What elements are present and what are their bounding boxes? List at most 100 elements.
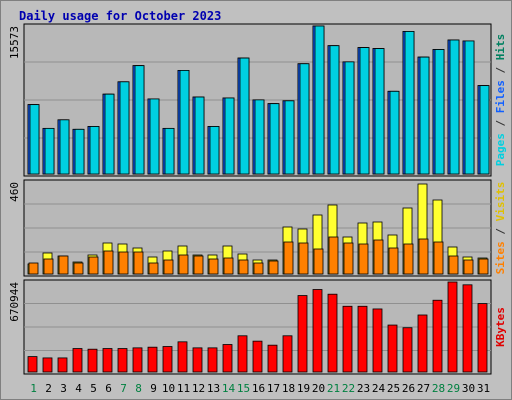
- kbytes-bar-day-16: [252, 340, 263, 373]
- sites-bar-day-1: [28, 262, 39, 275]
- day-label-6: 6: [105, 382, 112, 395]
- sites-bar-day-15: [238, 259, 249, 275]
- sites-bar-day-12: [193, 255, 204, 275]
- sites-bar-day-2: [43, 258, 54, 275]
- pages-bar-day-4: [74, 128, 85, 175]
- day-label-29: 29: [447, 382, 460, 395]
- pages-bar-day-25: [389, 90, 400, 175]
- day-label-13: 13: [207, 382, 220, 395]
- sites-bar-day-8: [133, 251, 144, 275]
- kbytes-bar-day-3: [57, 357, 68, 373]
- pages-bar-day-14: [224, 97, 235, 175]
- kbytes-bar-day-1: [27, 356, 38, 373]
- kbytes-bar-day-21: [327, 293, 338, 373]
- pages-bar-day-8: [134, 65, 145, 175]
- day-label-4: 4: [75, 382, 82, 395]
- sites-bar-day-6: [103, 250, 114, 275]
- pages-bar-day-24: [374, 48, 385, 175]
- panel-legend: KBytes: [494, 307, 507, 347]
- day-label-28: 28: [432, 382, 445, 395]
- pages-bar-day-27: [419, 56, 430, 175]
- sites-bar-day-10: [163, 259, 174, 275]
- kbytes-bar-day-18: [282, 335, 293, 373]
- kbytes-bar-day-27: [417, 314, 428, 373]
- sites-bar-day-11: [178, 254, 189, 275]
- day-label-31: 31: [477, 382, 490, 395]
- sites-bar-day-22: [343, 242, 354, 275]
- kbytes-bar-day-5: [87, 348, 98, 373]
- panel-visits-sites: 460 Sites / Visits: [8, 179, 507, 277]
- sites-bar-day-5: [88, 256, 99, 275]
- day-label-8: 8: [135, 382, 142, 395]
- sites-bar-day-4: [73, 262, 84, 275]
- sites-bar-day-30: [463, 259, 474, 275]
- pages-bar-day-1: [29, 104, 40, 175]
- kbytes-bar-day-2: [42, 357, 53, 373]
- kbytes-bar-day-30: [462, 284, 473, 373]
- pages-bar-day-18: [284, 100, 295, 175]
- pages-bar-day-10: [164, 127, 175, 175]
- sites-bar-day-16: [253, 262, 264, 275]
- legend-text: Visits: [494, 182, 507, 222]
- day-label-2: 2: [45, 382, 52, 395]
- kbytes-bar-day-15: [237, 335, 248, 373]
- series-kbytes: [27, 281, 488, 373]
- pages-bar-day-31: [479, 85, 490, 175]
- sites-bar-day-13: [208, 258, 219, 275]
- panel-kbytes: 670944 KBytes: [8, 279, 507, 375]
- day-label-7: 7: [120, 382, 127, 395]
- sites-bar-day-24: [373, 239, 384, 275]
- day-label-10: 10: [162, 382, 175, 395]
- day-label-21: 21: [327, 382, 340, 395]
- kbytes-bar-day-14: [222, 344, 233, 373]
- day-label-14: 14: [222, 382, 236, 395]
- pages-bar-day-6: [104, 93, 115, 175]
- legend-text: Hits: [494, 34, 507, 61]
- panel-max-label: 15573: [8, 26, 21, 59]
- kbytes-bar-day-22: [342, 305, 353, 373]
- panel-max-label: 670944: [8, 282, 21, 322]
- pages-bar-day-21: [329, 45, 340, 175]
- kbytes-bar-day-28: [432, 299, 443, 373]
- sites-bar-day-21: [328, 236, 339, 275]
- sites-bar-day-17: [268, 260, 279, 275]
- sites-bar-day-9: [148, 262, 159, 275]
- pages-bar-day-22: [344, 61, 355, 175]
- pages-bar-day-23: [359, 47, 370, 175]
- series-pages: [29, 25, 490, 175]
- sites-bar-day-3: [58, 255, 69, 275]
- kbytes-bar-day-13: [207, 347, 218, 373]
- legend-text: /: [494, 60, 507, 80]
- day-label-3: 3: [60, 382, 67, 395]
- sites-bar-day-28: [433, 241, 444, 275]
- legend-text: /: [494, 113, 507, 133]
- kbytes-bar-day-7: [117, 348, 128, 373]
- day-label-17: 17: [267, 382, 280, 395]
- panel-legend: Pages / Files / Hits: [494, 34, 507, 167]
- day-label-12: 12: [192, 382, 205, 395]
- kbytes-bar-day-26: [402, 327, 413, 373]
- pages-bar-day-7: [119, 81, 130, 175]
- sites-bar-day-20: [313, 248, 324, 275]
- sites-bar-day-14: [223, 257, 234, 275]
- kbytes-bar-day-17: [267, 344, 278, 373]
- day-label-22: 22: [342, 382, 355, 395]
- sites-bar-day-27: [418, 238, 429, 275]
- day-label-18: 18: [282, 382, 295, 395]
- day-label-15: 15: [237, 382, 250, 395]
- kbytes-bar-day-29: [447, 281, 458, 373]
- pages-bar-day-13: [209, 126, 220, 175]
- sites-bar-day-25: [388, 247, 399, 275]
- pages-bar-day-29: [449, 39, 460, 175]
- day-label-1: 1: [30, 382, 37, 395]
- pages-bar-day-30: [464, 40, 475, 175]
- kbytes-bar-day-11: [177, 341, 188, 373]
- panel-legend: Sites / Visits: [494, 182, 507, 275]
- pages-bar-day-19: [299, 63, 310, 175]
- pages-bar-day-17: [269, 103, 280, 175]
- kbytes-bar-day-8: [132, 347, 143, 373]
- day-label-11: 11: [177, 382, 190, 395]
- panel-hits-files-pages: 15573 Pages / Files / Hits: [8, 23, 507, 177]
- pages-bar-day-2: [44, 127, 55, 175]
- sites-bar-day-26: [403, 243, 414, 275]
